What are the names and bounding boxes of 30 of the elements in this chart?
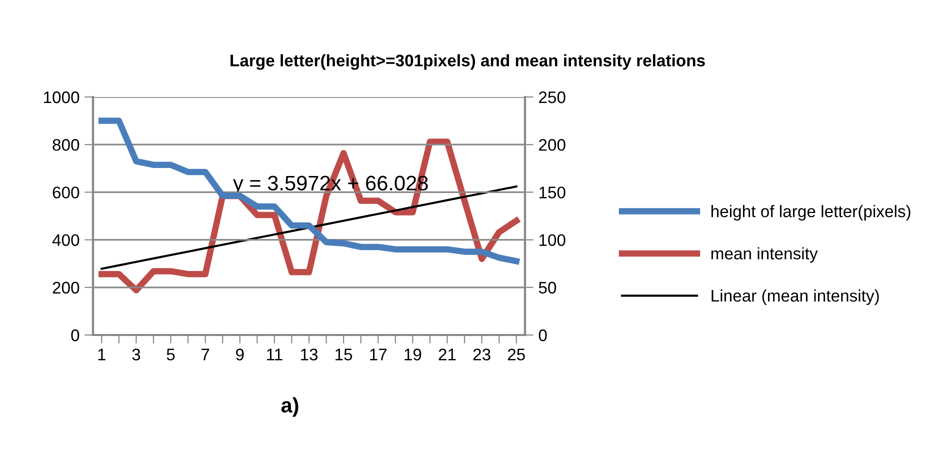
y2-tick-label: 100 (539, 234, 566, 246)
y2-tick-label: 200 (539, 139, 566, 151)
legend-label: mean intensity (711, 247, 818, 263)
y-tick-label: 800 (52, 139, 80, 151)
y-tick-label: 0 (71, 329, 80, 342)
x-tick-label: 1 (98, 348, 106, 360)
legend-label: height of large letter(pixels) (711, 205, 910, 221)
y2-tick-label: 50 (538, 282, 556, 294)
y-tick-label: 400 (52, 234, 80, 246)
x-tick-label: 3 (132, 348, 140, 360)
y2-tick-label: 150 (539, 186, 566, 198)
x-tick-label: 9 (236, 348, 244, 360)
y2-tick-label: 250 (539, 91, 566, 104)
x-tick-label: 25 (508, 348, 525, 360)
x-tick-label: 23 (473, 348, 490, 360)
y-tick-label: 200 (52, 282, 80, 294)
y2-tick-label: 0 (538, 329, 547, 342)
x-tick-label: 13 (301, 348, 318, 360)
x-tick-label: 19 (404, 348, 422, 360)
x-tick-label: 11 (267, 348, 282, 360)
x-tick-label: 21 (438, 348, 456, 360)
text: a) (281, 397, 298, 417)
chart-title: Large letter(height>=301pixels) and mean intensity relations (230, 54, 705, 70)
x-tick-label: 5 (166, 348, 175, 360)
x-tick-label: 17 (370, 348, 387, 360)
y-tick-label: 600 (52, 186, 80, 198)
x-tick-label: 15 (336, 348, 352, 360)
legend-label: Linear (mean intensity) (712, 289, 879, 305)
x-tick-label: 7 (202, 348, 210, 360)
y-tick-label: 1000 (44, 91, 80, 104)
